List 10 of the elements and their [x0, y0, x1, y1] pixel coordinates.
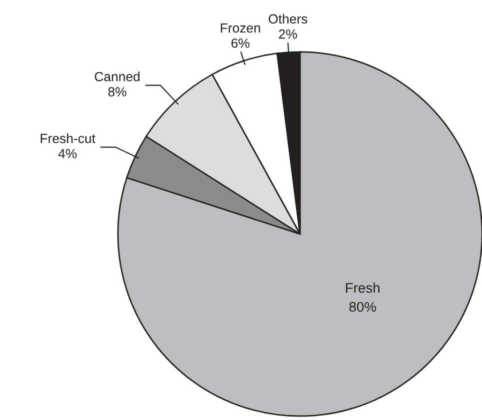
- slice-label: Others: [268, 14, 308, 24]
- data-label: 2%: [279, 29, 297, 39]
- data-label: 6%: [231, 38, 250, 48]
- data-label: 80%: [349, 302, 376, 312]
- slice-label: Canned: [94, 72, 140, 82]
- slice-label: Fresh-cut: [40, 133, 96, 144]
- slice-label: Frozen: [220, 23, 260, 33]
- data-label: 8%: [108, 87, 126, 96]
- slice-label: Fresh: [346, 282, 380, 293]
- data-label: 4%: [58, 149, 77, 158]
